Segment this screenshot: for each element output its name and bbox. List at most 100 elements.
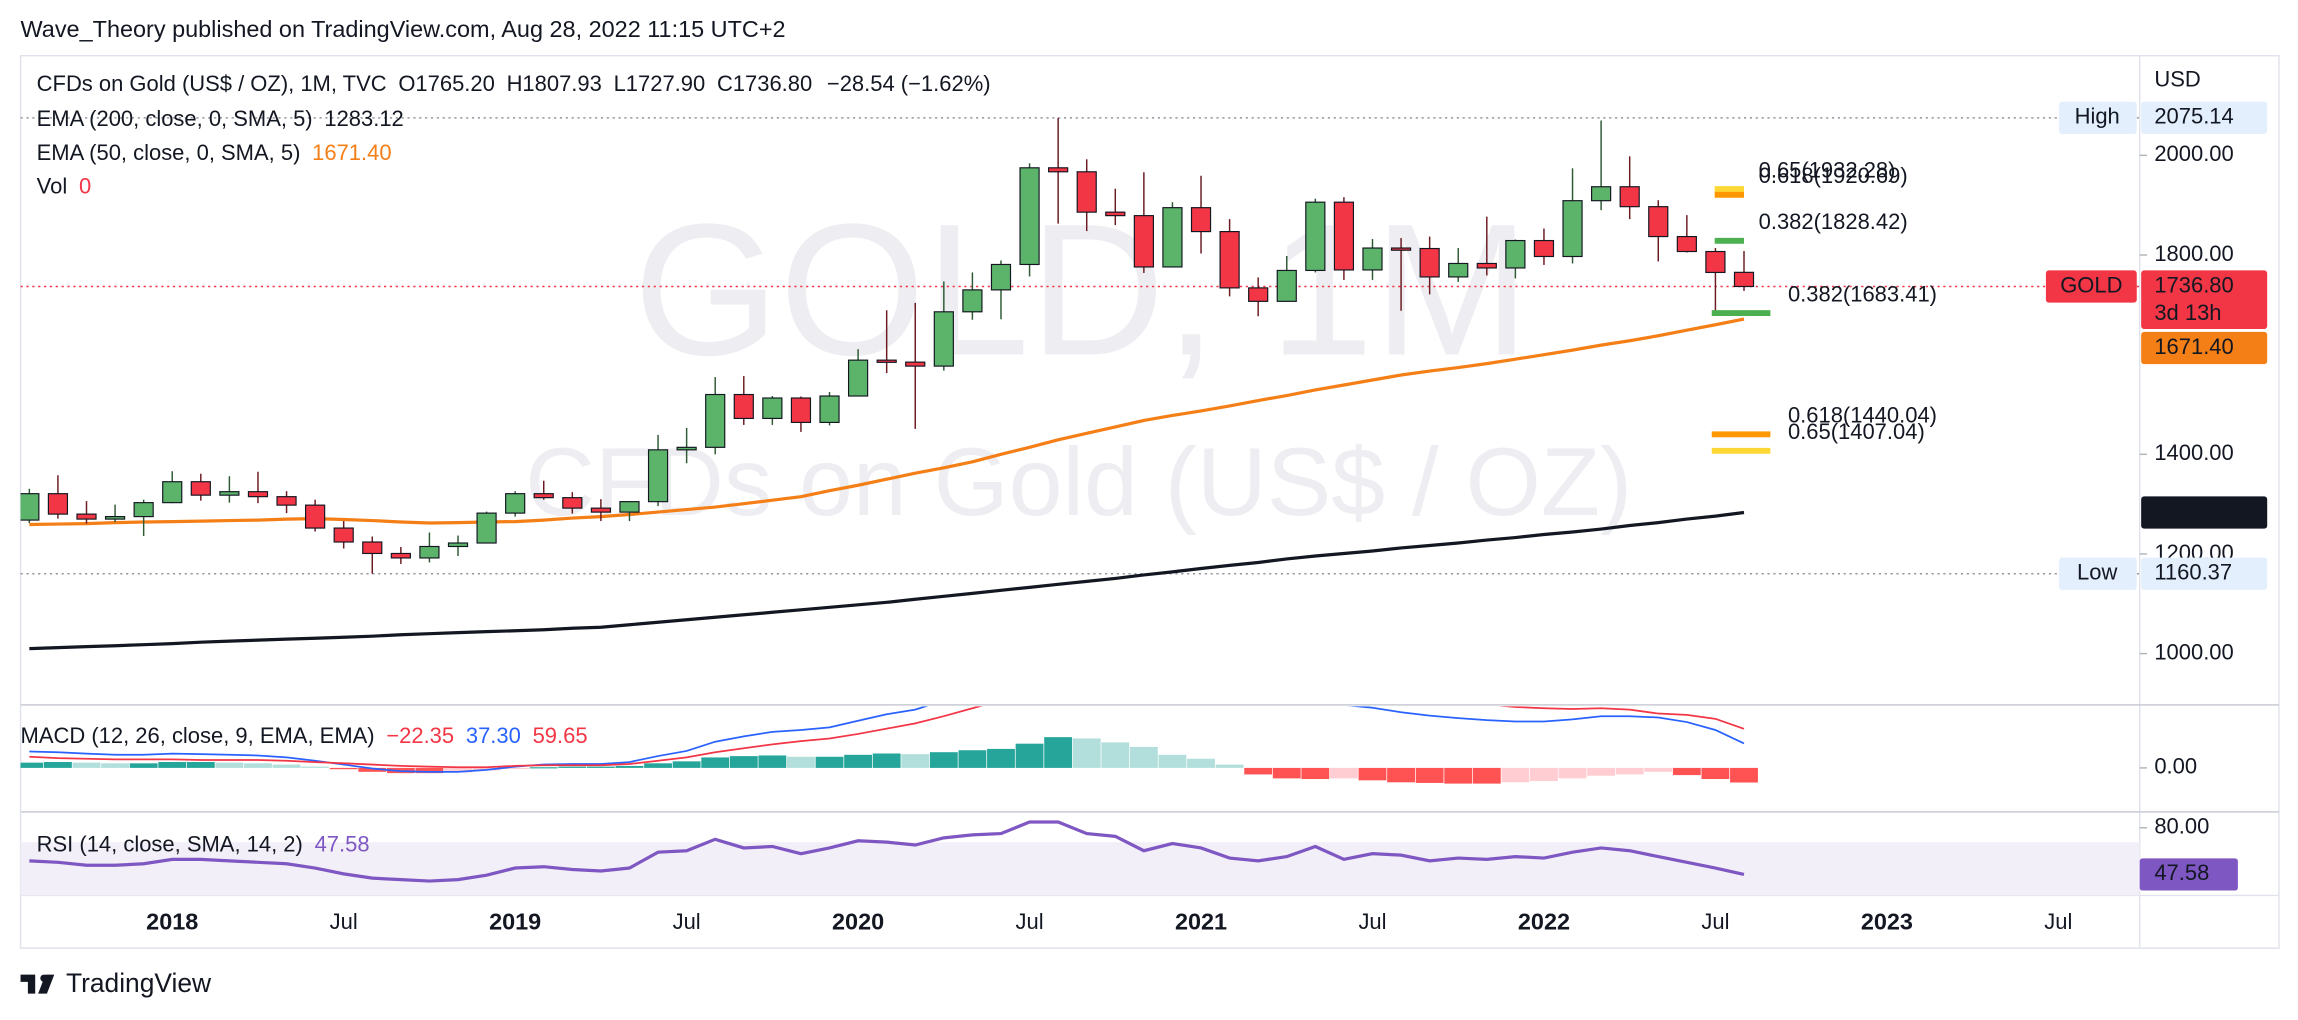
candle-body [1276, 269, 1297, 302]
x-tick-label: 2021 [1175, 908, 1227, 934]
fib-label: 0.382(1828.42) [1759, 209, 1908, 234]
legend-open: O1765.20 [398, 71, 494, 96]
candle-body [1705, 250, 1726, 274]
candle-body [1248, 287, 1269, 302]
legend-volume: Vol [37, 173, 68, 198]
y-tick-label: 1400.00 [2154, 440, 2233, 465]
macd-histogram-bar [615, 765, 644, 768]
macd-pane [20, 706, 1758, 784]
y-tick-label: 1000.00 [2154, 639, 2233, 664]
macd-histogram-bar [1501, 767, 1530, 783]
macd-histogram-bar [758, 755, 787, 768]
macd-histogram-bar [129, 763, 158, 768]
footer: TradingView [20, 968, 212, 998]
macd-histogram-bar [729, 756, 758, 768]
macd-histogram-bar [1444, 767, 1473, 784]
macd-histogram-bar [1530, 767, 1558, 781]
candle-body [162, 481, 183, 504]
candle-body [505, 493, 526, 514]
price-tag: GOLD [2060, 272, 2122, 297]
candle-body [1591, 186, 1612, 202]
candle-body [676, 446, 697, 451]
watermark-symbol: GOLD, 1M [633, 184, 1529, 394]
x-tick-label: 2023 [1861, 908, 1913, 934]
watermark: GOLD, 1M CFDs on Gold (US$ / OZ) [525, 184, 1632, 536]
macd-signal-line [29, 706, 1745, 769]
fib-label: 0.618(1440.04) [1788, 403, 1937, 428]
macd-histogram-bar [586, 766, 615, 768]
price-value: 1736.80 [2154, 272, 2233, 297]
candle-body [133, 502, 154, 518]
candle-body [47, 493, 69, 515]
footer-logo-dot [40, 974, 48, 982]
fib-label: 0.618(1920.69) [1759, 163, 1908, 188]
candle-body [1190, 207, 1212, 233]
macd-histogram-bar [1415, 767, 1444, 783]
candle-body [1133, 215, 1154, 268]
price-tag: High [2075, 104, 2120, 129]
macd-histogram-bar [672, 761, 701, 768]
footer-text: TradingView [66, 968, 212, 998]
candle-body [847, 359, 869, 397]
macd-histogram-bar [1358, 767, 1387, 781]
macd-histogram-bar [1101, 742, 1130, 768]
candle-body [219, 491, 240, 496]
candle-body [1448, 262, 1469, 278]
currency: USD [2154, 66, 2200, 91]
candle-body [333, 527, 354, 543]
watermark-description: CFDs on Gold (US$ / OZ) [525, 428, 1632, 536]
macd-histogram-bar [1558, 767, 1587, 779]
candle-body [762, 397, 783, 420]
legend-ema50-value: 1671.40 [312, 140, 391, 165]
candle-body [962, 289, 983, 313]
rsi-price-label-box [2139, 858, 2238, 891]
y-tick-label: 1800.00 [2154, 241, 2233, 266]
candle-body [1733, 271, 1755, 288]
price-value: 1160.37 [2154, 560, 2232, 585]
macd-histogram-bar [1301, 767, 1330, 780]
x-tick-label: Jul [2044, 909, 2072, 934]
macd-histogram-bar [987, 748, 1015, 768]
main-pane [20, 117, 2140, 651]
candle-body [819, 395, 840, 424]
candle-body [104, 516, 126, 520]
macd-histogram-bar [501, 767, 530, 770]
macd-histogram-bar [1587, 767, 1616, 776]
macd-histogram-bar [529, 767, 558, 769]
legend-ema50: EMA (50, close, 0, SMA, 5) [37, 140, 301, 165]
legend-high: H1807.93 [507, 71, 602, 96]
candle-body [1533, 239, 1555, 258]
legend-ema200: EMA (200, close, 0, SMA, 5) [37, 106, 313, 131]
candle-body [1676, 235, 1697, 253]
price-countdown: 3d 13h [2154, 300, 2221, 325]
rsi-price-label: 47.58 [2154, 860, 2209, 885]
macd-histogram-bar [1387, 767, 1415, 783]
macd-histogram-bar [1272, 767, 1301, 779]
macd-histogram-bar [815, 756, 844, 768]
candle-body [1019, 167, 1040, 266]
candle-body [1219, 230, 1240, 289]
macd-histogram-bar [1472, 767, 1501, 784]
price-value-box [2141, 270, 2268, 329]
legend-macd-line: 37.30 [466, 723, 521, 748]
axes: USD 1000.001200.001400.001800.002000.000… [146, 66, 2268, 934]
header: Wave_Theory published on TradingView.com… [21, 16, 786, 42]
fib-label: 0.65(1407.04) [1788, 419, 1925, 444]
price-value-box [2141, 101, 2268, 135]
macd-histogram-bar [1072, 738, 1101, 768]
macd-histogram-bar [901, 754, 930, 768]
macd-histogram-bar [1672, 767, 1701, 776]
macd-histogram-bar [872, 753, 901, 768]
legend-rsi: RSI (14, close, SMA, 14, 2) [37, 831, 303, 856]
candle-body [990, 263, 1012, 291]
macd-histogram-bar [644, 763, 672, 768]
candle-body [20, 493, 40, 521]
candle-body [590, 507, 612, 513]
legend-symbol: CFDs on Gold (US$ / OZ), 1M, TVC [37, 71, 387, 96]
candle-body [705, 393, 726, 448]
candle-body [1648, 206, 1669, 238]
candle-body [1162, 207, 1183, 268]
candle-body [533, 493, 554, 499]
price-value-box [2141, 331, 2268, 365]
